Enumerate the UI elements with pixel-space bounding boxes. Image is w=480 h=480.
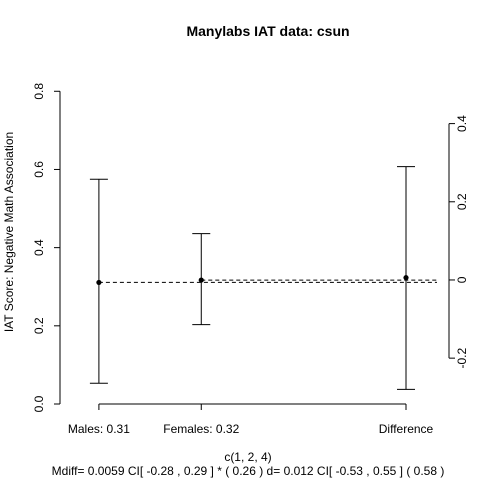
mean-point — [198, 277, 204, 283]
axes: 0.0 0.2 0.4 0.6 0.8 -0.2 0 0.2 0.4 — [32, 83, 469, 413]
left-axis-tick-label: 0.6 — [32, 161, 46, 178]
reference-lines — [98, 279, 437, 283]
mean-point — [403, 275, 409, 281]
right-axis-tick-label: 0 — [455, 276, 469, 283]
data-marks — [89, 166, 416, 390]
left-axis-tick-label: 0.0 — [32, 395, 46, 412]
left-axis-tick-label: 0.4 — [32, 239, 46, 256]
chart-title: Manylabs IAT data: csun — [186, 23, 349, 39]
mean-point — [96, 279, 102, 286]
summary-stats: Mdiff= 0.0059 CI[ -0.28 , 0.29 ] * ( 0.2… — [52, 464, 445, 478]
right-axis-tick-label: 0.2 — [455, 193, 469, 210]
category-labels: Males: 0.31 Females: 0.32 Difference — [68, 422, 434, 436]
x-category-label: Females: 0.32 — [163, 422, 239, 436]
x-category-label: Difference — [379, 422, 434, 436]
left-axis-tick-label: 0.8 — [32, 83, 46, 100]
x-axis-label: c(1, 2, 4) — [224, 450, 271, 464]
right-axis-tick-label: -0.2 — [455, 347, 469, 368]
left-axis-tick-label: 0.2 — [32, 317, 46, 334]
right-axis-tick-label: 0.4 — [455, 115, 469, 132]
y-axis-label: IAT Score: Negative Math Association — [2, 132, 16, 332]
x-category-label: Males: 0.31 — [68, 422, 130, 436]
